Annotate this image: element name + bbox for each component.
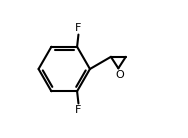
Text: F: F xyxy=(75,23,82,33)
Text: O: O xyxy=(115,70,124,80)
Text: F: F xyxy=(75,105,82,115)
